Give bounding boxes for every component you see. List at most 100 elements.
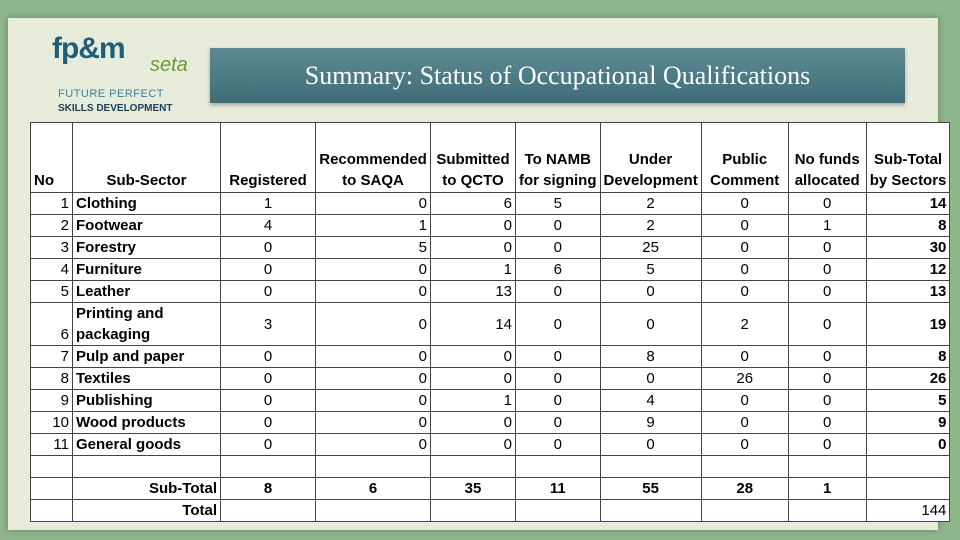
table-cell: 5	[515, 192, 601, 215]
table-cell: 0	[515, 411, 601, 434]
logo-mark: fp&m	[52, 32, 126, 65]
table-row: 11 General goods 0 0 0 0 0 0 0 0	[30, 433, 951, 456]
table-row: 2 Footwear 4 1 0 0 2 0 1 8	[30, 214, 951, 237]
table-cell: 0	[515, 302, 601, 346]
table-cell: 0	[787, 192, 867, 215]
table-cell: 0	[220, 433, 316, 456]
table-cell: 14	[865, 192, 951, 215]
total-label: Total	[72, 498, 221, 522]
table-cell: 0	[700, 280, 789, 303]
table-cell: 0	[220, 367, 316, 390]
header-line: Sub-Total	[874, 151, 943, 168]
table-cell: 5	[30, 280, 73, 303]
table-cell: 0	[430, 367, 516, 390]
total-row: Total 144	[30, 498, 951, 522]
table-cell: 9	[599, 411, 702, 434]
header-line: Under	[628, 151, 673, 168]
subtotal-cell: 6	[315, 476, 431, 500]
table-cell: 0	[787, 433, 867, 456]
table-cell: 0	[787, 345, 867, 368]
table-cell: 0	[430, 214, 516, 237]
logo-line: SKILLS DEVELOPMENT	[58, 103, 173, 114]
table-cell: 4	[599, 389, 702, 412]
table-cell: 0	[220, 236, 316, 259]
blank-cell	[315, 455, 431, 478]
column-header: To NAMB for signing	[515, 122, 601, 193]
status-table: No Sub-Sector Registered Recommended to SAQA…	[30, 122, 951, 522]
table-cell: 2	[599, 192, 702, 215]
table-cell: Publishing	[72, 389, 221, 412]
header-line: Sub-Sector	[106, 172, 187, 189]
table-cell: 0	[787, 389, 867, 412]
table-cell: 3	[30, 236, 73, 259]
table-cell: 9	[30, 389, 73, 412]
table-cell: 0	[599, 280, 702, 303]
table-row: 3 Forestry 0 5 0 0 25 0 0 30	[30, 236, 951, 259]
table-cell: 0	[220, 389, 316, 412]
header-line: to QCTO	[442, 172, 504, 189]
table-cell: 0	[315, 367, 431, 390]
table-cell: 6	[430, 192, 516, 215]
column-header: No funds allocated	[787, 122, 867, 193]
header-line: Recommended	[319, 151, 427, 168]
table-cell: 6	[30, 302, 73, 346]
table-cell: 0	[315, 433, 431, 456]
table-cell: 2	[30, 214, 73, 237]
blank-cell	[430, 498, 516, 522]
table-cell: 6	[515, 258, 601, 281]
table-cell: 0	[315, 192, 431, 215]
table-row: 4 Furniture 0 0 1 6 5 0 0 12	[30, 258, 951, 281]
table-cell: 0	[515, 433, 601, 456]
table-cell: 13	[430, 280, 516, 303]
table-cell: 0	[515, 214, 601, 237]
table-cell: 0	[700, 389, 789, 412]
header-line: Development	[603, 172, 698, 189]
table-cell: 25	[599, 236, 702, 259]
header-line: Registered	[229, 172, 307, 189]
table-cell: Printing and packaging	[72, 302, 221, 346]
logo: fp&m seta FUTURE PERFECT SKILLS DEVELOPM…	[52, 32, 192, 118]
table-cell: 0	[700, 214, 789, 237]
table-cell: 0	[787, 411, 867, 434]
column-header: Sub-Total by Sectors	[865, 122, 951, 193]
blank-cell	[515, 455, 601, 478]
blank-cell	[700, 498, 789, 522]
subtotal-cell: 35	[430, 476, 516, 500]
table-cell: 9	[865, 411, 951, 434]
table-cell: Textiles	[72, 367, 221, 390]
table-cell: 0	[220, 345, 316, 368]
blank-cell	[430, 455, 516, 478]
table-cell: 11	[30, 433, 73, 456]
table-cell: 30	[865, 236, 951, 259]
subtotal-cell: 55	[599, 476, 702, 500]
table-cell: 2	[599, 214, 702, 237]
table-cell: 0	[700, 345, 789, 368]
table-row: 1 Clothing 1 0 6 5 2 0 0 14	[30, 192, 951, 215]
table-cell: 0	[787, 236, 867, 259]
table-cell: 0	[599, 367, 702, 390]
table-body: 1 Clothing 1 0 6 5 2 0 0 14 2 Footwear 4 1 0 0 2 0 1 8 3 Fore…	[30, 192, 951, 522]
table-cell: 7	[30, 345, 73, 368]
logo-sub: seta	[150, 54, 188, 76]
blank-cell	[700, 455, 789, 478]
blank-cell	[787, 455, 867, 478]
table-cell: 0	[599, 302, 702, 346]
table-cell: 0	[315, 280, 431, 303]
table-cell: 13	[865, 280, 951, 303]
table-cell: 0	[700, 192, 789, 215]
blank-cell	[315, 498, 431, 522]
table-cell: 0	[700, 236, 789, 259]
header-line: No	[34, 172, 54, 189]
table-cell: 1	[315, 214, 431, 237]
table-row: 5 Leather 0 0 13 0 0 0 0 13	[30, 280, 951, 303]
column-header: Submitted to QCTO	[430, 122, 516, 193]
table-cell: 0	[865, 433, 951, 456]
blank-cell	[30, 476, 73, 500]
table-cell: 0	[787, 367, 867, 390]
table-cell: 8	[865, 345, 951, 368]
table-cell: 4	[30, 258, 73, 281]
column-header: No	[30, 122, 73, 193]
table-cell: 5	[315, 236, 431, 259]
table-cell: 26	[865, 367, 951, 390]
